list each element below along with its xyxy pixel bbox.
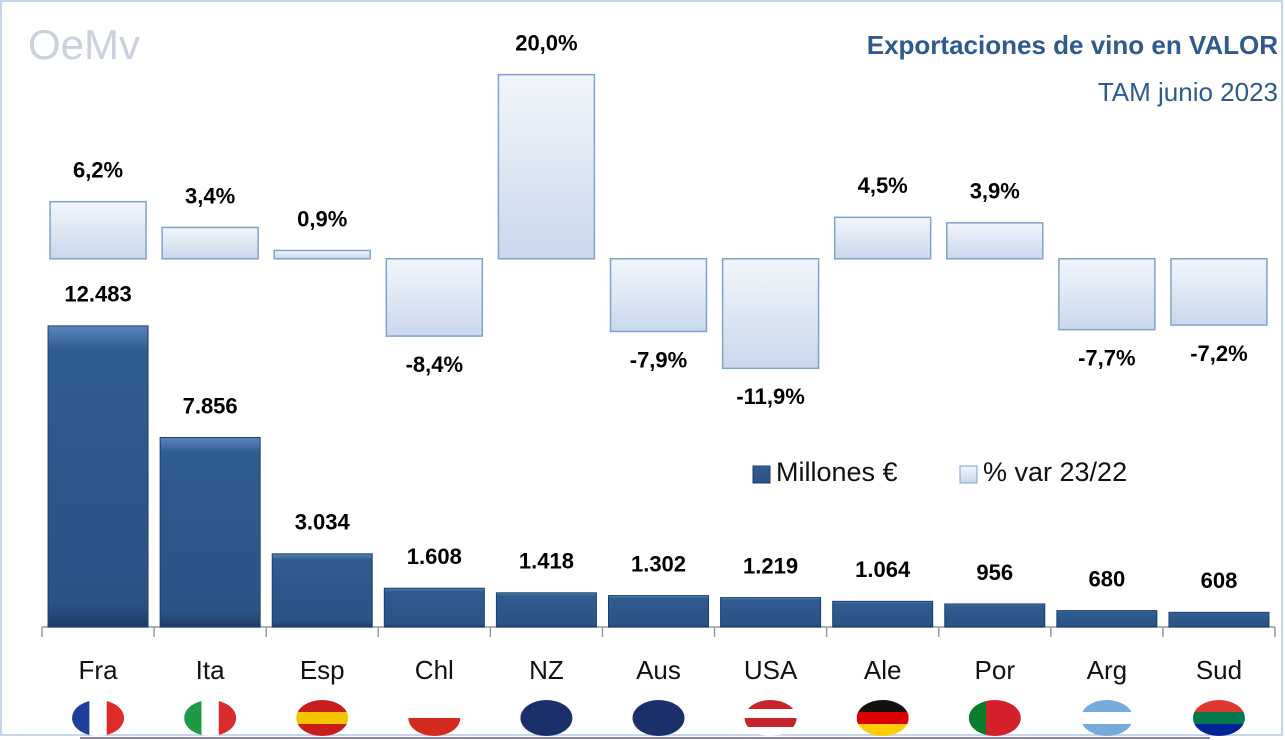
- value-bar: [159, 437, 261, 628]
- var-bar: [161, 226, 259, 260]
- value-bar: [608, 595, 709, 628]
- flag-stripe: [1192, 712, 1245, 725]
- var-bar: [946, 222, 1044, 260]
- value-bar: [720, 597, 822, 628]
- value-bar: [832, 600, 934, 628]
- data-label: -7,2%: [1190, 341, 1247, 366]
- data-label: -7,7%: [1078, 345, 1135, 370]
- flag-stripe: [72, 700, 90, 736]
- flag-stripe: [856, 712, 909, 725]
- value-bar: [495, 592, 597, 628]
- data-label: 6,2%: [73, 157, 123, 182]
- value-bar: [47, 325, 149, 628]
- data-label: 3,9%: [970, 179, 1020, 204]
- x-tick-label: Por: [975, 655, 1016, 685]
- var-bar: [721, 258, 820, 370]
- x-tick-label: USA: [744, 655, 798, 685]
- flag-stripe: [968, 700, 987, 736]
- flag-stripe: [1192, 700, 1245, 713]
- x-tick-label: Ita: [196, 655, 225, 685]
- flag-stripe: [89, 700, 108, 736]
- var-bar: [1058, 258, 1156, 331]
- data-label: 1.064: [855, 557, 911, 582]
- flag-stripe: [1192, 724, 1245, 736]
- data-label: 3,4%: [185, 183, 235, 208]
- data-label: 0,9%: [297, 206, 347, 231]
- x-tick-label: Chl: [415, 655, 454, 685]
- data-label: 20,0%: [515, 30, 577, 55]
- flag-stripe: [856, 724, 909, 736]
- var-bar: [273, 249, 371, 260]
- data-label: 1.418: [519, 549, 574, 574]
- var-bar: [1170, 258, 1268, 326]
- data-label: -8,4%: [406, 352, 463, 377]
- x-tick-label: Fra: [79, 655, 119, 685]
- flag-stripe: [408, 700, 461, 719]
- flag-stripe: [296, 712, 349, 725]
- flag-stripe: [856, 700, 909, 713]
- data-label: 956: [976, 560, 1013, 585]
- var-bar: [609, 258, 708, 333]
- data-label: -11,9%: [736, 384, 805, 409]
- legend-swatch: [959, 465, 978, 484]
- data-label: 1.302: [631, 551, 686, 576]
- data-label: 680: [1089, 566, 1126, 591]
- legend-label: Millones €: [776, 457, 898, 487]
- value-bar: [1056, 610, 1158, 628]
- flag-stripe: [296, 700, 349, 713]
- flag-stripe: [520, 700, 573, 736]
- flag-stripe: [201, 700, 220, 736]
- flag-stripe: [218, 700, 237, 736]
- x-tick-label: Ale: [864, 655, 902, 685]
- flag-stripe: [1080, 712, 1133, 725]
- data-label: 1.219: [743, 553, 798, 578]
- var-bar: [385, 258, 484, 337]
- var-bar: [497, 73, 596, 260]
- logo: OeMv: [28, 21, 140, 68]
- flag-stripe: [744, 709, 797, 719]
- value-bar: [1168, 611, 1270, 628]
- flag-stripe: [986, 700, 1004, 736]
- flag-stripe: [408, 718, 461, 736]
- chart-subtitle: TAM junio 2023: [1098, 77, 1278, 107]
- data-label: 1.608: [407, 544, 462, 569]
- value-bar: [271, 553, 373, 628]
- flag-stripe: [744, 718, 797, 728]
- data-label: -7,9%: [630, 347, 687, 372]
- x-tick-label: Sud: [1196, 655, 1242, 685]
- var-bar: [833, 216, 932, 260]
- x-tick-label: NZ: [529, 655, 564, 685]
- x-tick-label: Aus: [636, 655, 681, 685]
- chart-title: Exportaciones de vino en VALOR: [867, 30, 1278, 60]
- flag-stripe: [744, 727, 797, 736]
- data-label: 12.483: [64, 282, 131, 307]
- flag-stripe: [744, 700, 797, 710]
- x-tick-label: Esp: [300, 655, 345, 685]
- flag-stripe: [296, 724, 349, 736]
- data-label: 4,5%: [858, 173, 908, 198]
- legend-swatch: [752, 465, 771, 484]
- value-bar: [383, 587, 485, 628]
- flag-stripe: [632, 700, 685, 736]
- flag-stripe: [106, 700, 125, 736]
- legend-label: % var 23/22: [983, 457, 1127, 487]
- data-label: 608: [1201, 568, 1238, 593]
- flag-stripe: [1003, 700, 1021, 736]
- data-label: 7.856: [183, 393, 238, 418]
- var-bar: [49, 200, 147, 260]
- data-label: 3.034: [295, 510, 351, 535]
- x-tick-label: Arg: [1087, 655, 1127, 685]
- flag-stripe: [1080, 700, 1133, 713]
- value-bar: [944, 603, 1046, 628]
- flag-stripe: [184, 700, 202, 736]
- flag-stripe: [1080, 724, 1133, 736]
